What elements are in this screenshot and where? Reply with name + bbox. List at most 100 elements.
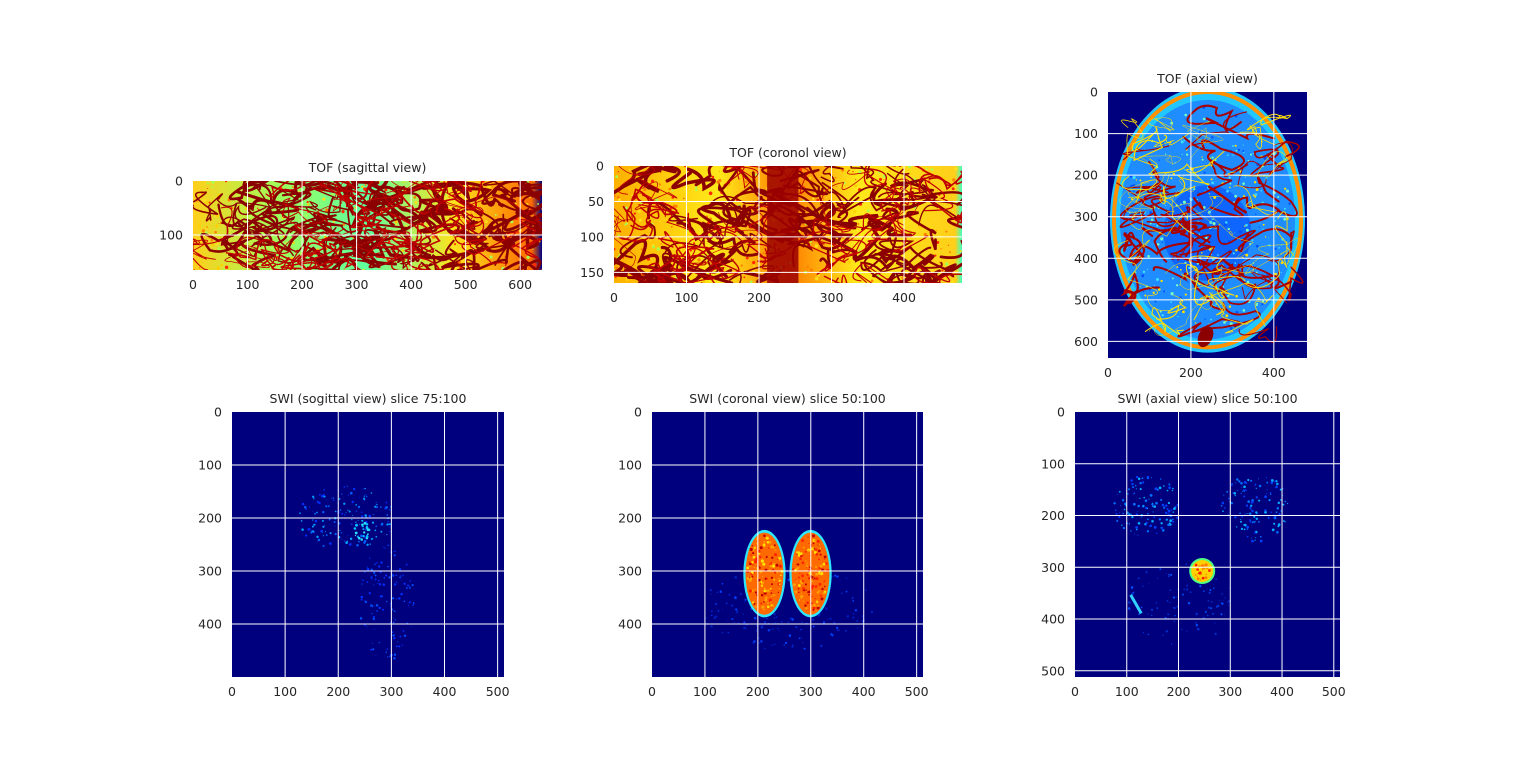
- intensity-speckle: [1201, 564, 1205, 567]
- intensity-speckle: [1211, 156, 1214, 159]
- vessel-mark: [863, 201, 923, 226]
- intensity-speckle: [1269, 493, 1272, 496]
- intensity-speckle: [1196, 568, 1199, 572]
- intensity-speckle: [409, 580, 412, 582]
- vessel-mark: [677, 260, 715, 283]
- intensity-speckle: [372, 648, 375, 651]
- intensity-speckle: [1244, 524, 1247, 527]
- intensity-speckle: [814, 244, 819, 248]
- intensity-speckle: [1237, 148, 1241, 152]
- intensity-speckle: [1240, 527, 1244, 530]
- intensity-speckle: [372, 514, 374, 516]
- y-tick-label: 500: [1041, 663, 1065, 678]
- intensity-speckle: [1127, 607, 1131, 610]
- intensity-speckle: [340, 532, 343, 534]
- y-tick-label: 100: [1074, 126, 1098, 141]
- intensity-speckle: [1180, 140, 1184, 144]
- intensity-speckle: [363, 500, 365, 501]
- intensity-speckle: [1271, 528, 1275, 532]
- intensity-speckle: [1142, 481, 1145, 484]
- intensity-speckle: [1255, 487, 1257, 489]
- intensity-speckle: [812, 608, 815, 611]
- intensity-speckle: [820, 597, 824, 601]
- intensity-speckle: [360, 598, 363, 601]
- intensity-speckle: [1241, 515, 1244, 518]
- intensity-speckle: [1286, 189, 1289, 193]
- intensity-speckle: [744, 598, 747, 601]
- intensity-speckle: [839, 579, 841, 581]
- intensity-speckle: [763, 620, 767, 624]
- intensity-speckle: [1160, 498, 1163, 501]
- intensity-speckle: [380, 561, 383, 564]
- intensity-speckle: [1284, 500, 1287, 503]
- vessel-mark: [253, 223, 339, 246]
- intensity-speckle: [751, 545, 754, 547]
- intensity-speckle: [907, 166, 912, 169]
- intensity-speckle: [319, 493, 321, 496]
- intensity-speckle: [1253, 181, 1257, 184]
- vessel-mark: [821, 181, 914, 212]
- intensity-speckle: [312, 519, 314, 521]
- intensity-speckle: [1169, 601, 1171, 603]
- intensity-speckle: [363, 521, 367, 525]
- intensity-speckle: [1206, 588, 1208, 590]
- intensity-speckle: [852, 171, 854, 173]
- intensity-speckle: [1249, 519, 1252, 522]
- intensity-speckle: [711, 614, 713, 617]
- vessel-mark: [1121, 118, 1158, 166]
- intensity-speckle: [386, 523, 389, 526]
- intensity-speckle: [1148, 498, 1150, 500]
- intensity-speckle: [313, 498, 315, 500]
- intensity-speckle: [361, 525, 364, 528]
- intensity-speckle: [797, 587, 800, 590]
- intensity-speckle: [1145, 521, 1148, 524]
- intensity-speckle: [858, 249, 861, 252]
- intensity-speckle: [800, 597, 802, 599]
- intensity-speckle: [363, 624, 366, 626]
- intensity-speckle: [292, 186, 295, 188]
- intensity-speckle: [708, 191, 713, 196]
- intensity-speckle: [454, 228, 456, 230]
- intensity-speckle: [726, 602, 728, 604]
- intensity-speckle: [1271, 277, 1273, 279]
- intensity-speckle: [1238, 480, 1241, 483]
- intensity-speckle: [1166, 489, 1169, 492]
- vessel-mark: [1257, 176, 1298, 217]
- intensity-speckle: [815, 548, 818, 551]
- intensity-speckle: [1180, 268, 1182, 271]
- intensity-speckle: [812, 578, 814, 581]
- intensity-speckle: [1212, 612, 1215, 615]
- intensity-speckle: [711, 175, 715, 179]
- x-tick-label: 400: [852, 684, 876, 699]
- vessel-mark: [1233, 185, 1278, 216]
- intensity-speckle: [1148, 172, 1151, 175]
- intensity-speckle: [401, 644, 404, 646]
- vessel-mark: [923, 178, 954, 212]
- intensity-speckle: [766, 602, 769, 605]
- intensity-speckle: [1250, 504, 1253, 507]
- intensity-speckle: [765, 596, 768, 599]
- intensity-speckle: [1121, 524, 1123, 526]
- intensity-speckle: [1207, 568, 1209, 570]
- intensity-speckle: [773, 593, 775, 595]
- intensity-speckle: [1182, 200, 1186, 204]
- intensity-speckle: [1274, 247, 1277, 250]
- vessel-mark: [779, 166, 824, 198]
- x-tick-label: 200: [1179, 365, 1203, 380]
- intensity-speckle: [1275, 480, 1278, 483]
- intensity-speckle: [1208, 565, 1210, 567]
- intensity-speckle: [1250, 537, 1252, 539]
- intensity-speckle: [1150, 218, 1154, 222]
- intensity-speckle: [397, 641, 399, 643]
- intensity-speckle: [1129, 609, 1131, 611]
- intensity-speckle: [778, 630, 780, 632]
- intensity-speckle: [339, 529, 341, 531]
- intensity-speckle: [800, 594, 804, 598]
- intensity-speckle: [1170, 509, 1173, 511]
- intensity-speckle: [1172, 596, 1176, 599]
- intensity-speckle: [1235, 311, 1237, 313]
- vessel-mark: [633, 182, 678, 216]
- intensity-speckle: [757, 549, 761, 553]
- intensity-speckle: [798, 566, 800, 568]
- intensity-speckle: [448, 195, 451, 198]
